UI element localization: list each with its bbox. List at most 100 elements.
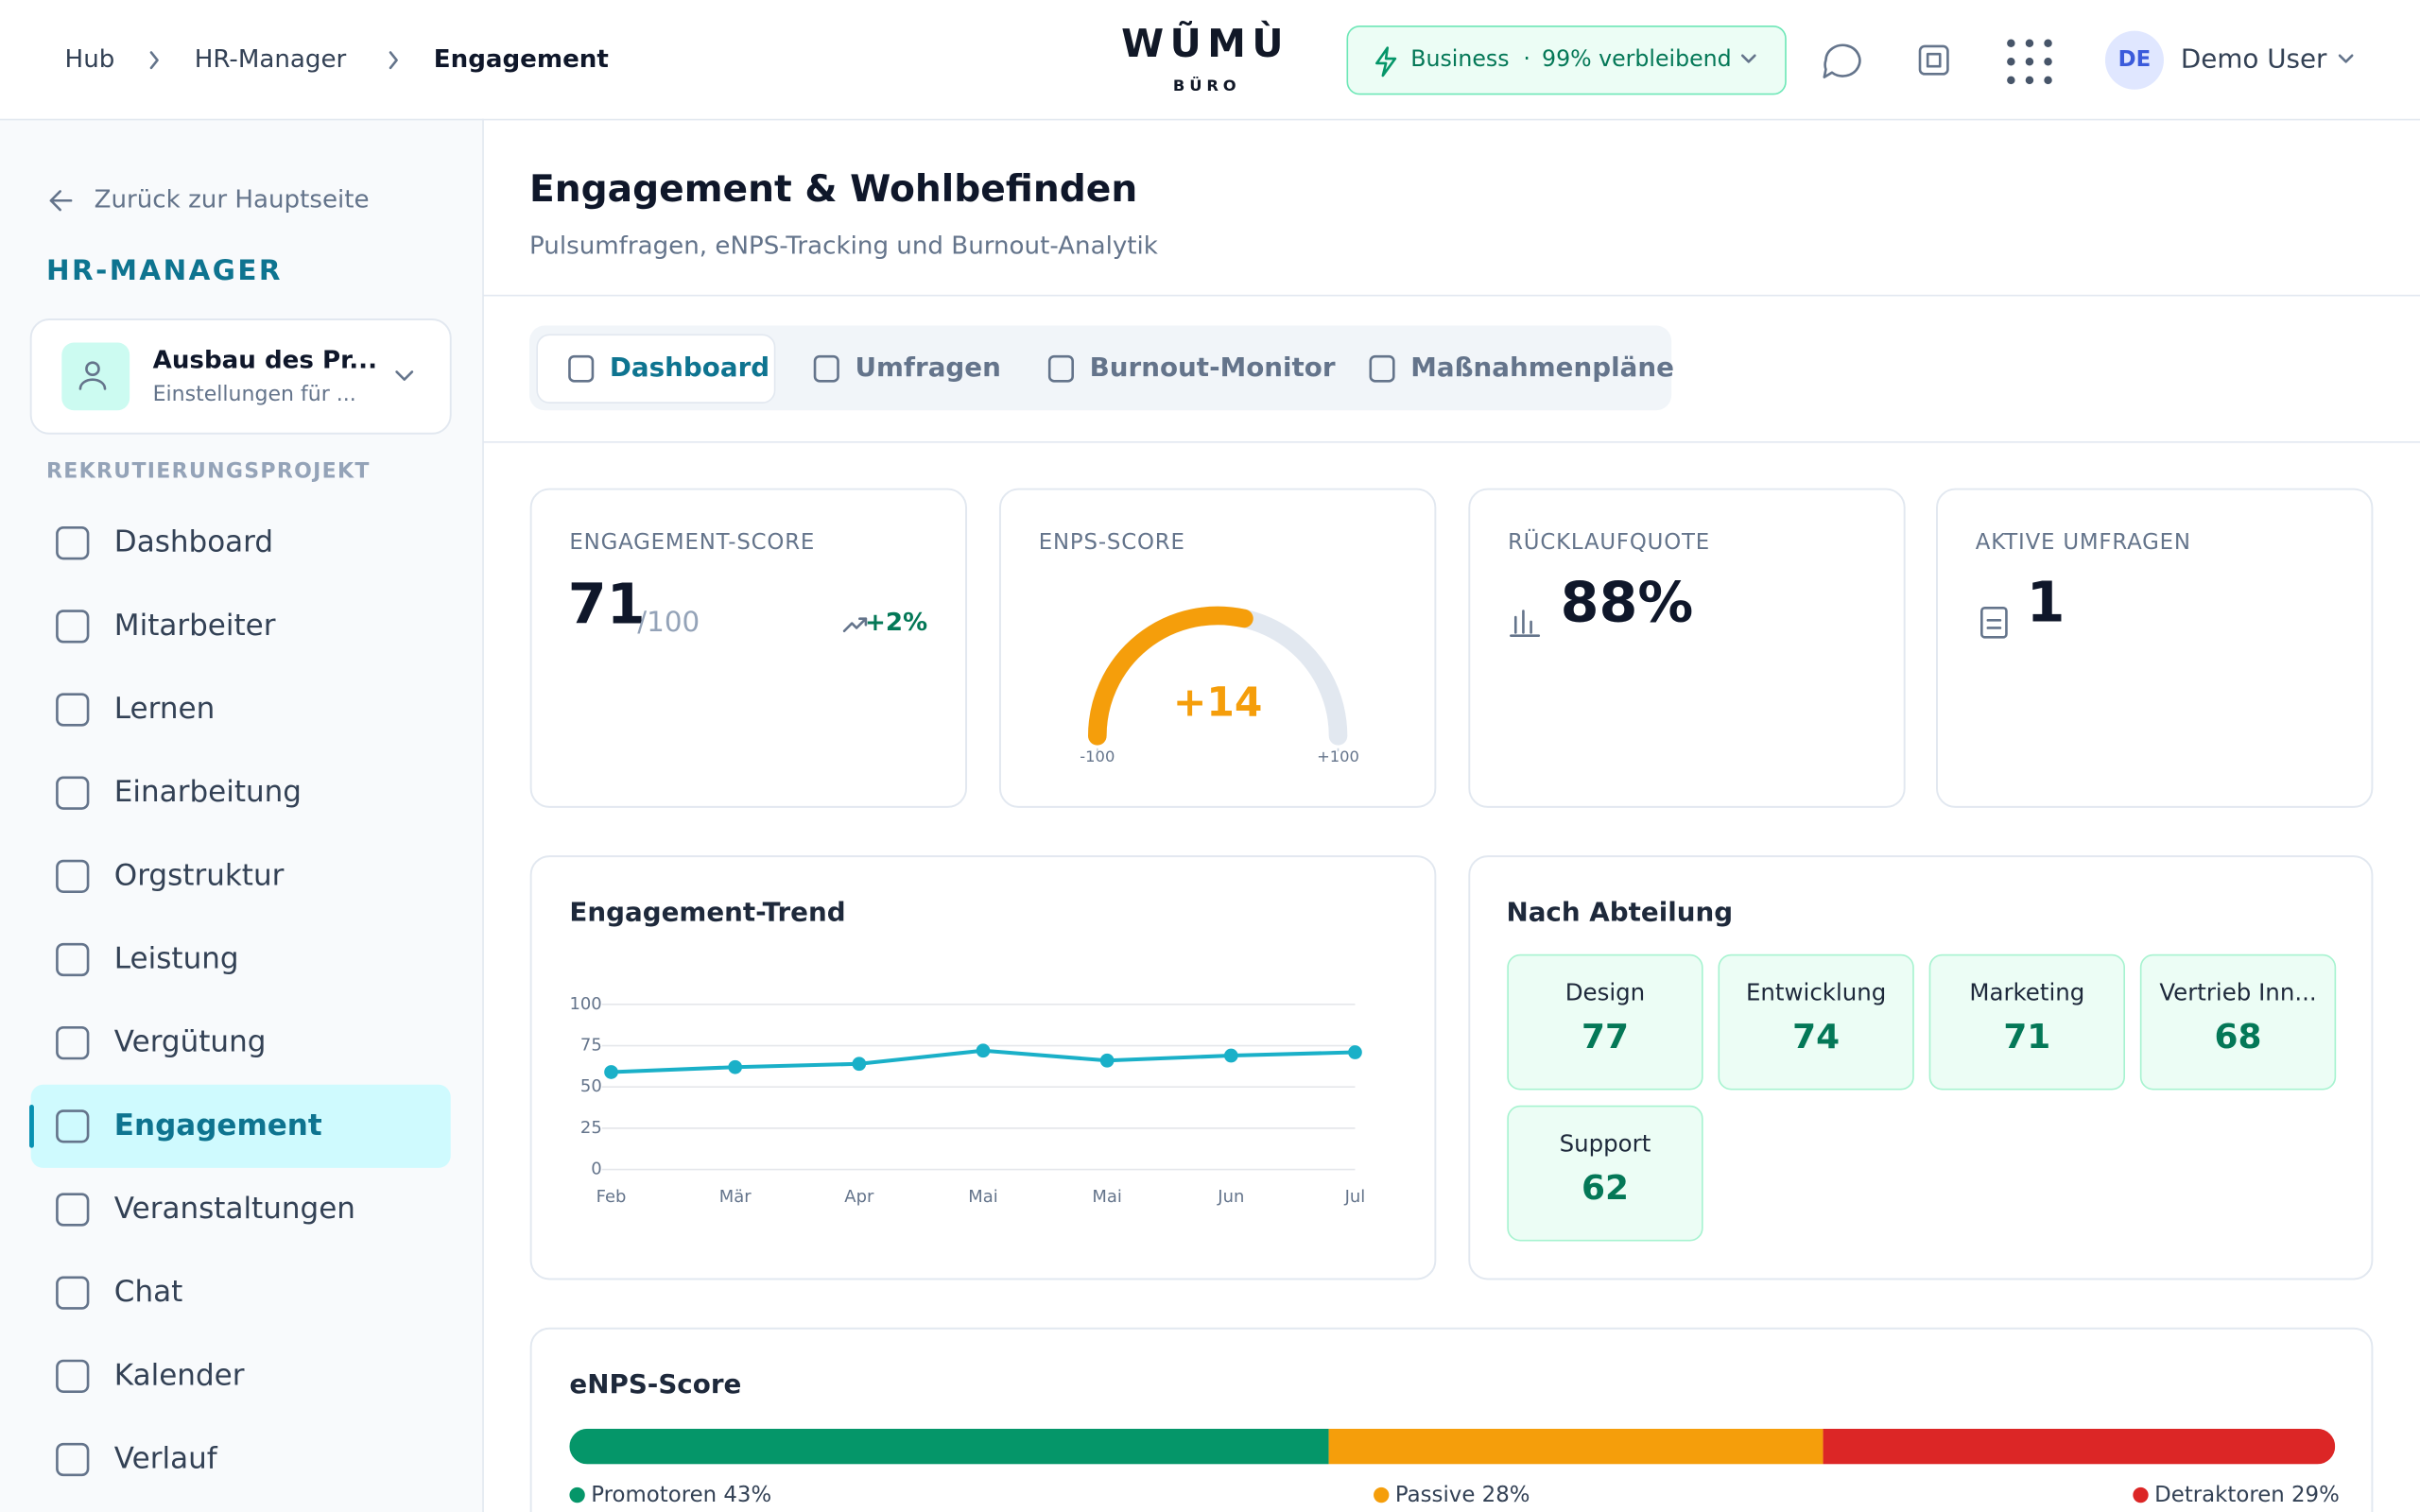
department-tile[interactable] (1928, 954, 2126, 1091)
department-name: Support (1560, 1129, 1651, 1157)
enps-bar (569, 1428, 2336, 1465)
card-title: Engagement-Trend (569, 897, 845, 928)
logo: WŨMÙ (1121, 21, 1289, 66)
legend-value: 28% (1482, 1483, 1530, 1507)
kpi-card (529, 488, 968, 808)
nav-icon (56, 776, 90, 810)
chip-icon[interactable] (1918, 44, 1949, 76)
department-value: 71 (2003, 1018, 2050, 1057)
project-card[interactable] (29, 318, 452, 435)
plan-separator: · (1523, 45, 1530, 72)
tab[interactable]: Burnout-Monitor (1090, 352, 1336, 383)
project-name: Ausbau des Pr... (153, 347, 377, 375)
x-tick-label: Jul (1344, 1187, 1366, 1207)
kpi-label: AKTIVE UMFRAGEN (1976, 530, 2191, 555)
nav-item[interactable]: Mitarbeiter (114, 609, 276, 643)
nav-item[interactable]: Leistung (114, 942, 239, 976)
tab[interactable]: Dashboard (610, 352, 769, 383)
nav-icon (56, 526, 90, 560)
y-tick-label: 75 (580, 1036, 602, 1056)
department-tile[interactable] (1507, 1105, 1703, 1242)
x-tick-label: Mai (968, 1187, 997, 1207)
legend-name: Detraktoren (2154, 1483, 2285, 1507)
page-title: Engagement & Wohlbefinden (529, 168, 1137, 211)
y-tick-label: 50 (580, 1076, 602, 1096)
plan-status: 99% verbleibend (1542, 45, 1732, 72)
tab[interactable]: Maßnahmenpläne (1410, 352, 1674, 383)
gauge-value-label: +14 (1173, 680, 1263, 727)
kpi-card (1936, 488, 2374, 808)
bolt-icon (1375, 46, 1397, 77)
department-name: Vertrieb Inn... (2159, 978, 2316, 1005)
nav-item[interactable]: Chat (114, 1275, 182, 1309)
user-name[interactable]: Demo User (2181, 43, 2327, 75)
nav-icon (56, 1442, 90, 1477)
plan-pill[interactable] (1346, 25, 1787, 95)
plan-name: Business (1410, 45, 1509, 72)
nav-item[interactable]: Orgstruktur (114, 858, 285, 892)
nav-item[interactable]: Dashboard (114, 525, 273, 559)
nav-active-bg (30, 1084, 451, 1168)
chat-icon[interactable] (1823, 43, 1861, 78)
kpi-label: ENPS-SCORE (1039, 530, 1185, 555)
nav-item[interactable]: Einarbeitung (114, 775, 302, 809)
nav-item[interactable]: Veranstaltungen (114, 1192, 355, 1226)
trend-point (728, 1059, 743, 1074)
nav-icon (56, 1026, 90, 1060)
chart-icon (1510, 610, 1541, 637)
tab[interactable]: Umfragen (855, 352, 1000, 383)
legend-entry: Promotoren 43% (591, 1483, 771, 1507)
enps-segment (569, 1428, 1329, 1465)
breadcrumb[interactable]: Hub (65, 45, 115, 74)
department-tile[interactable] (1507, 954, 1703, 1091)
kpi-card (1468, 488, 1906, 808)
nav-active-marker (29, 1104, 34, 1148)
trend-point (1099, 1053, 1115, 1068)
department-tile[interactable] (2139, 954, 2337, 1091)
breadcrumb: Engagement (434, 45, 609, 74)
enps-card (529, 1327, 2374, 1512)
gauge-min-label: -100 (1080, 747, 1115, 765)
kpi-value: 1 (2027, 570, 2066, 635)
nav-item[interactable]: Kalender (114, 1358, 245, 1392)
legend-dot (1374, 1486, 1390, 1503)
kpi-value: 71 (568, 571, 646, 636)
enps-segment (1823, 1428, 2336, 1465)
nav-item[interactable]: Vergütung (114, 1025, 267, 1059)
tab-icon (1369, 354, 1395, 383)
nav-icon (56, 1276, 90, 1310)
kpi-change: +2% (865, 609, 927, 637)
avatar[interactable] (2104, 30, 2164, 90)
legend-dot (569, 1486, 585, 1503)
x-tick-label: Feb (596, 1187, 627, 1207)
legend-entry: Passive 28% (1395, 1483, 1530, 1507)
kpi-label: RÜCKLAUFQUOTE (1508, 528, 1710, 555)
nav-icon (56, 942, 90, 977)
back-link[interactable]: Zurück zur Hauptseite (95, 186, 370, 215)
nav-item[interactable]: Lernen (114, 692, 215, 726)
legend-dot (2133, 1486, 2149, 1503)
legend-name: Promotoren (591, 1483, 717, 1507)
tab-active-bg (536, 334, 776, 404)
project-icon-glyph (78, 378, 107, 390)
card-title: eNPS-Score (569, 1368, 741, 1400)
x-tick-label: Jun (1217, 1187, 1244, 1207)
nav-icon (56, 1109, 90, 1143)
nav-item[interactable]: Engagement (114, 1108, 322, 1143)
trend-point (976, 1043, 991, 1058)
department-tile[interactable] (1718, 954, 1914, 1091)
y-tick-label: 100 (569, 994, 601, 1014)
x-tick-label: Apr (844, 1187, 874, 1207)
sidebar-title: HR-MANAGER (46, 254, 283, 286)
chevron (2338, 54, 2354, 63)
back-arrow (49, 190, 73, 212)
nav-icon (56, 859, 90, 893)
nav-item[interactable]: Verlauf (114, 1441, 218, 1475)
chip-core (1926, 52, 1942, 68)
trend-up-icon (842, 617, 868, 633)
department-value: 74 (1792, 1018, 1840, 1057)
department-value: 77 (1582, 1018, 1629, 1057)
breadcrumb[interactable]: HR-Manager (195, 45, 347, 74)
apps-icon[interactable] (2007, 39, 2052, 85)
